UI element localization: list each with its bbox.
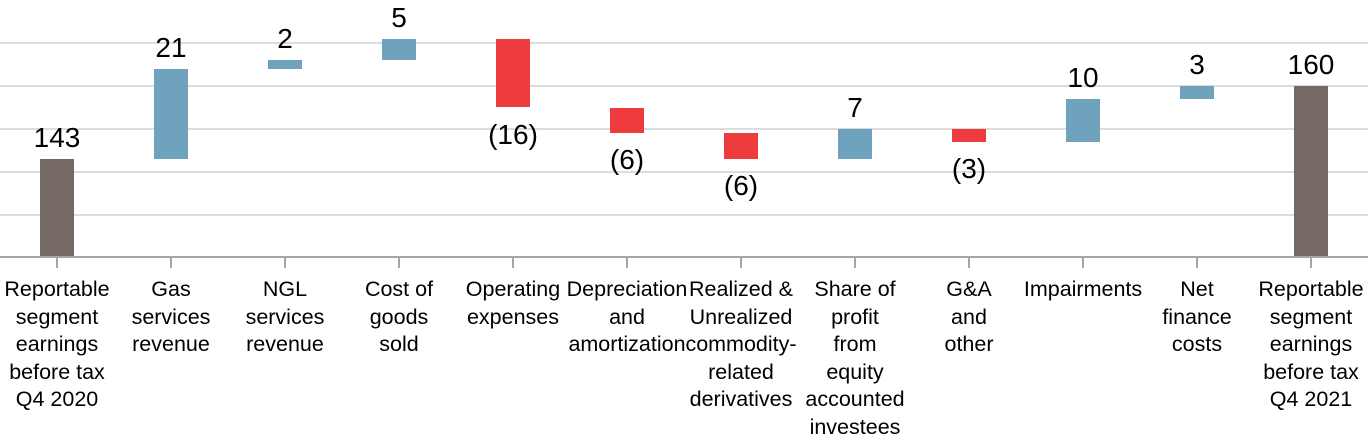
category-label: Realized & Unrealized commodity-related der…	[685, 276, 796, 414]
data-label: 3	[1189, 49, 1205, 80]
data-label: 10	[1067, 61, 1099, 93]
category-label-line: commodity-	[685, 332, 797, 356]
category-label-line: Operating	[465, 277, 561, 301]
category-label-line: Q4 2020	[15, 387, 99, 411]
category-label: Reportable segment earnings before tax Q4 20…	[1258, 276, 1363, 414]
category-label-line: NGL	[262, 277, 308, 301]
x-axis-tick	[968, 258, 970, 268]
x-axis-tick	[1310, 258, 1312, 268]
category-label-line: earnings	[15, 332, 99, 356]
category-label: Depreciation and amortization	[567, 276, 688, 359]
x-axis-tick	[284, 258, 286, 268]
category-label-line: and	[609, 304, 645, 329]
category-label-line: amortization	[568, 332, 686, 356]
waterfall-bar-depreciation-and-amortization	[610, 107, 644, 134]
category-label-line: Gas	[151, 277, 191, 301]
category-label: Net finance costs	[1162, 276, 1231, 359]
horizontal-gridline	[0, 85, 1368, 87]
category-label-line: profit	[831, 304, 879, 329]
category-label-line: Impairments	[1023, 277, 1143, 301]
category-label: Gas services revenue	[132, 276, 211, 359]
data-label: 143	[33, 122, 81, 154]
x-axis-tick	[512, 258, 514, 268]
category-label-line: segment	[15, 304, 99, 329]
category-label-line: accounted	[805, 387, 905, 411]
data-label: 7	[847, 92, 863, 123]
data-label: (6)	[723, 170, 759, 202]
category-label-line: goods	[369, 304, 429, 329]
x-axis-tick	[398, 258, 400, 268]
category-label-line: expenses	[466, 304, 560, 329]
category-label-line: Share of	[814, 277, 896, 301]
category-label-line: other	[944, 332, 994, 356]
category-label-line: Depreciation	[566, 277, 688, 301]
category-label-line: Cost of	[364, 277, 434, 301]
category-label-line: earnings	[1269, 332, 1353, 356]
category-label-line: before tax	[1263, 359, 1359, 384]
category-label: Reportable segment earnings before tax Q4 20…	[4, 276, 109, 414]
category-label: G&A and other	[944, 276, 993, 359]
category-label-line: revenue	[132, 332, 210, 356]
category-label: Cost of goods sold	[365, 276, 433, 359]
category-label-line: services	[131, 304, 211, 329]
category-label-line: Reportable	[1258, 277, 1364, 301]
category-label-line: derivatives	[689, 387, 793, 411]
category-label-line: revenue	[246, 332, 324, 356]
category-label: NGL services revenue	[246, 276, 325, 359]
x-axis-tick	[740, 258, 742, 268]
waterfall-bar-impairments	[1066, 98, 1100, 142]
data-label: (6)	[609, 144, 645, 176]
category-label-line: sold	[379, 332, 419, 356]
category-label-line: equity	[826, 359, 884, 384]
waterfall-bar-reportable-segment-earnings-before-tax-q4-2020	[40, 159, 74, 258]
category-label-line: Reportable	[4, 277, 110, 301]
waterfall-bar-cost-of-goods-sold	[382, 38, 416, 61]
x-axis-tick	[626, 258, 628, 268]
horizontal-gridline	[0, 214, 1368, 216]
x-axis-tick	[170, 258, 172, 268]
category-label: Impairments	[1024, 276, 1142, 304]
category-label-line: G&A	[946, 277, 992, 301]
data-label: 21	[155, 31, 187, 63]
waterfall-bar-ngl-services-revenue	[268, 60, 302, 69]
x-axis-tick	[854, 258, 856, 268]
data-label: 2	[277, 23, 293, 55]
waterfall-bar-g-a-and-other	[952, 129, 986, 142]
horizontal-gridline	[0, 171, 1368, 173]
category-label-line: investees	[809, 414, 901, 439]
waterfall-bar-reportable-segment-earnings-before-tax-q4-2021	[1294, 86, 1328, 258]
horizontal-gridline	[0, 128, 1368, 130]
category-label-line: from	[833, 332, 877, 356]
category-label-line: services	[245, 304, 325, 329]
category-label-line: Unrealized	[689, 304, 793, 329]
x-axis-tick	[1196, 258, 1198, 268]
category-label-line: finance	[1162, 304, 1232, 329]
category-label-line: costs	[1171, 332, 1223, 356]
waterfall-bar-operating-expenses	[496, 38, 530, 108]
category-label: Share of profit from equity accounted investe…	[805, 276, 904, 440]
waterfall-bar-realized-unrealized-commodity-related-derivatives	[724, 133, 758, 160]
waterfall-bar-gas-services-revenue	[154, 68, 188, 160]
category-label-line: Net	[1180, 277, 1214, 301]
x-axis-tick	[56, 258, 58, 268]
data-label: 5	[391, 1, 407, 33]
x-axis-tick	[1082, 258, 1084, 268]
category-label-line: Realized &	[689, 277, 793, 301]
waterfall-bar-share-of-profit-from-equity-accounted-investees	[838, 129, 872, 160]
data-label: (16)	[488, 118, 538, 150]
waterfall-bar-net-finance-costs	[1180, 86, 1214, 99]
horizontal-gridline	[0, 42, 1368, 44]
category-label-line: related	[708, 359, 774, 384]
category-label-line: segment	[1269, 304, 1353, 329]
data-label: (3)	[951, 152, 987, 184]
category-label-line: Q4 2021	[1269, 387, 1353, 411]
category-label-line: and	[951, 304, 987, 329]
category-label-line: before tax	[9, 359, 105, 384]
data-label: 160	[1287, 49, 1335, 80]
x-axis-line	[0, 256, 1368, 258]
category-label: Operating expenses	[466, 276, 560, 331]
